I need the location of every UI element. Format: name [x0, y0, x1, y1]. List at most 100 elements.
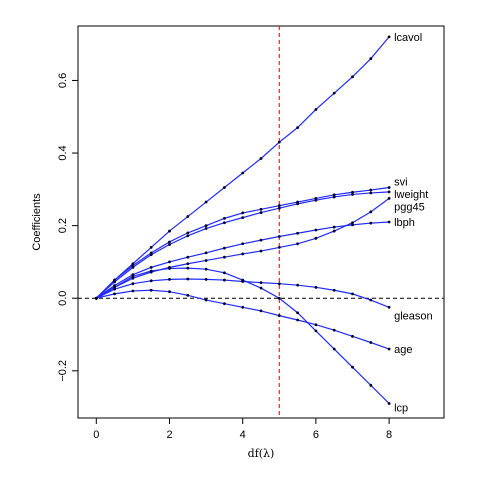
series-point-lcp-6: [204, 267, 208, 271]
series-point-age-4: [168, 290, 171, 294]
series-point-lweight-15: [369, 191, 373, 195]
series-point-lbph-16: [387, 220, 391, 224]
x-axis-title: df(λ): [248, 447, 275, 460]
series-point-lcp-1: [113, 285, 116, 289]
series-point-lweight-11: [296, 202, 299, 206]
series-point-gleason-4: [168, 277, 171, 281]
series-line-age: [96, 289, 390, 350]
series-point-lcavol-4: [168, 229, 171, 233]
series-point-pgg45-16: [387, 197, 391, 200]
series-point-lbph-12: [314, 228, 318, 232]
series-point-gleason-11: [296, 283, 299, 287]
series-point-lbph-3: [149, 265, 153, 269]
series-point-lbph-11: [296, 231, 299, 235]
series-label-lcp: lcp: [394, 402, 408, 414]
series-point-lcavol-10: [277, 140, 281, 144]
series-point-gleason-2: [131, 282, 135, 286]
series-point-age-2: [131, 289, 135, 293]
series-point-lweight-6: [204, 227, 208, 230]
series-point-lcavol-12: [314, 108, 318, 111]
series-point-age-11: [296, 318, 299, 322]
series-age: age: [94, 288, 412, 356]
series-point-lweight-5: [186, 234, 190, 238]
y-tick-label-2: 0.2: [57, 218, 69, 233]
series-point-lweight-3: [149, 253, 153, 257]
series-point-lcavol-3: [149, 246, 153, 249]
series-point-pgg45-10: [277, 246, 281, 249]
series-point-gleason-13: [332, 288, 336, 292]
series-gleason: gleason: [94, 277, 433, 322]
x-axis: 0 2 4 6 8: [93, 418, 392, 441]
series-pgg45: pgg45: [94, 197, 425, 300]
series-label-svi: svi: [394, 177, 407, 189]
series-point-gleason-3: [149, 279, 153, 283]
series-label-lweight: lweight: [394, 189, 428, 201]
series-point-lbph-15: [369, 221, 373, 225]
series-point-lcp-7: [223, 271, 226, 275]
series-point-svi-5: [186, 231, 190, 235]
series-point-age-5: [186, 293, 190, 297]
series-point-lcavol-15: [369, 57, 373, 61]
series-point-pgg45-5: [186, 262, 190, 266]
series-point-lcp-2: [131, 275, 135, 278]
series-label-lbph: lbph: [394, 217, 415, 229]
series-point-lcp-12: [314, 329, 318, 333]
series-point-lcp-11: [296, 311, 299, 315]
x-tick-label-4: 4: [240, 429, 246, 441]
series-point-gleason-15: [369, 298, 373, 302]
series-point-gleason-12: [314, 285, 318, 289]
series-point-svi-6: [204, 224, 208, 228]
series-point-lcavol-14: [351, 75, 354, 79]
series-point-age-8: [241, 305, 245, 309]
series-point-lweight-13: [332, 195, 336, 199]
series-point-lcavol-16: [387, 35, 391, 39]
x-tick-label-6: 6: [313, 429, 319, 441]
series-point-lcp-9: [259, 286, 263, 290]
series-label-pgg45: pgg45: [394, 201, 425, 213]
series-point-lcavol-13: [332, 91, 336, 95]
series-lbph: lbph: [94, 217, 415, 300]
series-point-lcp-10: [277, 296, 281, 300]
series-point-lcp-4: [168, 267, 171, 270]
series-point-lbph-4: [168, 260, 171, 264]
series-point-lcp-0: [94, 296, 98, 300]
series-point-svi-7: [223, 216, 226, 220]
series-point-age-12: [314, 323, 318, 327]
series-point-age-6: [204, 298, 208, 302]
series-point-pgg45-8: [241, 252, 245, 256]
series-point-lbph-13: [332, 225, 336, 229]
series-point-lbph-14: [351, 223, 354, 227]
y-axis: −0.2 0.0 0.2 0.4 0.6: [57, 73, 78, 382]
series-point-lweight-8: [241, 216, 245, 220]
series-point-svi-4: [168, 240, 171, 244]
series-point-pgg45-6: [204, 259, 208, 262]
series-point-pgg45-13: [332, 229, 336, 233]
series-point-age-13: [332, 328, 336, 332]
series-point-lcp-3: [149, 269, 153, 273]
series-point-lcp-15: [369, 383, 373, 387]
series-point-svi-14: [351, 190, 354, 194]
series-point-svi-15: [369, 188, 373, 192]
series-point-age-3: [149, 288, 153, 292]
series-point-pgg45-12: [314, 236, 318, 240]
series-label-age: age: [394, 344, 412, 356]
series-line-lcp: [95, 267, 390, 404]
x-tick-label-0: 0: [93, 429, 99, 441]
series-point-lbph-5: [186, 255, 190, 259]
series-point-lcp-14: [351, 365, 354, 369]
series-point-lweight-1: [113, 280, 116, 284]
series-point-age-9: [259, 309, 263, 313]
series-point-svi-10: [277, 204, 281, 208]
plot-frame: [77, 25, 445, 419]
series-point-lweight-10: [277, 206, 281, 210]
series-point-svi-9: [259, 207, 263, 211]
series-point-lbph-7: [223, 246, 226, 250]
series-point-age-7: [223, 302, 226, 306]
series-point-gleason-6: [204, 277, 208, 281]
y-axis-title: Coefficients: [31, 193, 43, 251]
series-point-svi-13: [332, 193, 336, 197]
series-point-gleason-10: [277, 282, 281, 286]
x-tick-label-8: 8: [386, 429, 392, 441]
series-point-lcavol-8: [241, 171, 245, 175]
